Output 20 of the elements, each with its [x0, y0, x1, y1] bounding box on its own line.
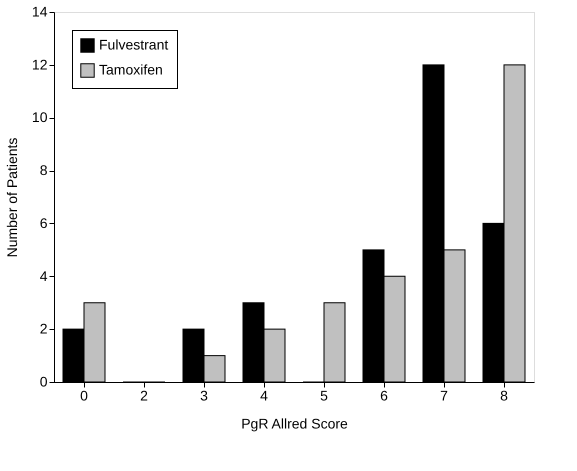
x-tick-label: 4 — [260, 388, 268, 404]
y-tick-label: 10 — [32, 109, 48, 126]
x-tick-label: 7 — [440, 388, 448, 404]
y-axis-title: Number of Patients — [4, 138, 20, 258]
x-tick-label: 3 — [200, 388, 208, 404]
x-tick-label: 6 — [380, 388, 388, 404]
y-tick-label: 0 — [40, 374, 48, 390]
x-tick-label: 2 — [140, 388, 148, 404]
y-tick-label: 6 — [40, 214, 48, 231]
y-tick-label: 8 — [40, 162, 48, 178]
y-tick-label: 14 — [32, 4, 48, 20]
x-tick-label: 0 — [80, 388, 88, 404]
y-tick-label: 4 — [40, 268, 48, 284]
legend-label: Tamoxifen — [99, 62, 163, 78]
y-tick-label: 2 — [40, 320, 48, 337]
x-axis-title: PgR Allred Score — [241, 416, 348, 432]
x-tick-label: 8 — [500, 388, 508, 404]
x-tick-label: 5 — [320, 388, 328, 404]
legend-label: Fulvestrant — [99, 36, 168, 52]
y-tick-label: 12 — [32, 56, 48, 72]
